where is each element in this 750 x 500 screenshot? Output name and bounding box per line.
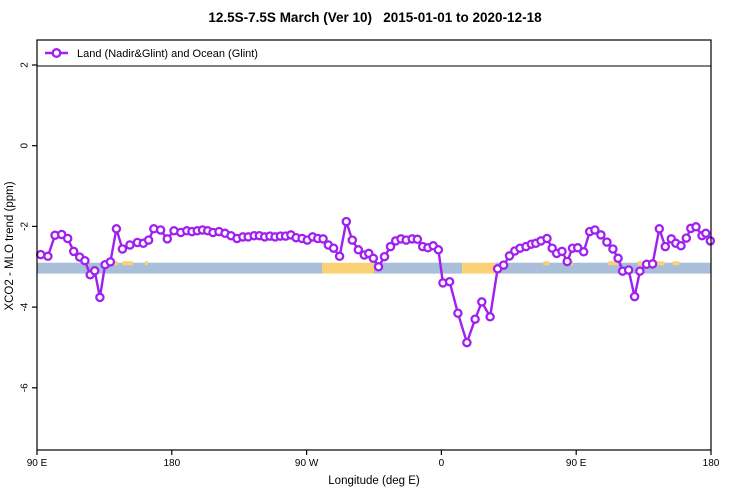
legend: Land (Nadir&Glint) and Ocean (Glint) xyxy=(37,48,711,67)
data-point xyxy=(373,262,384,272)
data-point xyxy=(701,228,711,239)
land-speck xyxy=(672,261,680,266)
data-point xyxy=(347,235,358,245)
data-point xyxy=(328,243,339,253)
data-point xyxy=(43,251,53,262)
data-point xyxy=(681,233,692,243)
data-point xyxy=(590,225,600,235)
data-series xyxy=(35,216,716,348)
data-point xyxy=(433,245,444,255)
x-tick-label: 90 E xyxy=(27,458,48,469)
data-point xyxy=(705,236,716,246)
x-tick-label: 0 xyxy=(439,458,445,469)
y-tick-label: -2 xyxy=(20,222,31,231)
data-point xyxy=(654,224,665,234)
data-point xyxy=(117,244,128,254)
data-point xyxy=(596,230,606,240)
x-tick-label: 180 xyxy=(163,458,180,469)
data-point xyxy=(334,251,345,262)
data-point xyxy=(379,251,390,262)
data-point xyxy=(155,225,166,235)
data-point xyxy=(578,247,589,257)
y-tick-label: -4 xyxy=(20,302,31,311)
land-speck xyxy=(144,261,148,266)
land-band-segment xyxy=(462,262,496,274)
data-point xyxy=(613,253,623,264)
legend-label: Land (Nadir&Glint) and Ocean (Glint) xyxy=(77,48,258,60)
axis-ticks: 90 E 180 90 W 0 90 E 180 2 0 -2 -4 -6 xyxy=(20,62,720,469)
data-point xyxy=(368,253,379,264)
data-point xyxy=(629,291,640,302)
chart-title: 12.5S-7.5S March (Ver 10) 2015-01-01 to … xyxy=(208,10,542,25)
data-point xyxy=(542,233,552,244)
data-point xyxy=(676,241,686,251)
land-speck xyxy=(543,261,550,266)
y-tick-label: 0 xyxy=(20,142,31,148)
data-point xyxy=(412,234,423,245)
data-point xyxy=(162,234,173,244)
data-point xyxy=(691,222,701,232)
data-point xyxy=(385,241,396,252)
data-point xyxy=(95,292,105,303)
ocean-band-segment xyxy=(374,262,463,274)
ocean-band-segment xyxy=(37,262,323,274)
data-point xyxy=(80,255,90,266)
data-point xyxy=(453,308,463,318)
y-tick-label: -6 xyxy=(20,383,31,392)
data-point xyxy=(498,260,509,270)
data-point xyxy=(143,235,154,245)
data-point xyxy=(62,233,73,244)
data-point xyxy=(353,245,364,255)
data-point xyxy=(341,216,352,227)
data-point xyxy=(89,266,100,276)
data-point xyxy=(660,241,671,252)
plot-border xyxy=(36,39,712,451)
land-speck xyxy=(607,261,619,266)
data-point xyxy=(35,249,46,260)
data-point xyxy=(105,257,116,267)
data-point xyxy=(623,265,634,275)
ocean-band-segment xyxy=(495,262,711,274)
data-point xyxy=(68,246,79,257)
data-point xyxy=(562,256,572,267)
x-tick-label: 90 W xyxy=(295,458,319,469)
x-axis-label: Longitude (deg E) xyxy=(328,475,420,487)
data-point xyxy=(557,246,567,257)
data-point xyxy=(608,244,618,254)
data-point xyxy=(647,259,658,269)
data-point xyxy=(111,224,122,234)
x-tick-label: 180 xyxy=(703,458,720,469)
data-point xyxy=(444,276,455,287)
y-tick-label: 2 xyxy=(20,62,31,68)
data-point xyxy=(470,314,480,324)
land-speck xyxy=(122,261,133,266)
data-point xyxy=(485,312,495,322)
data-point xyxy=(477,297,487,307)
land-band-segment xyxy=(322,262,374,274)
data-point xyxy=(602,237,612,247)
data-point xyxy=(318,234,328,244)
data-point xyxy=(125,240,135,250)
data-point xyxy=(635,266,645,276)
x-tick-label: 90 E xyxy=(566,458,587,469)
y-axis-label: XCO2 - MLO trend (ppm) xyxy=(4,181,16,310)
data-point xyxy=(462,337,472,348)
legend-marker-icon xyxy=(51,48,62,59)
